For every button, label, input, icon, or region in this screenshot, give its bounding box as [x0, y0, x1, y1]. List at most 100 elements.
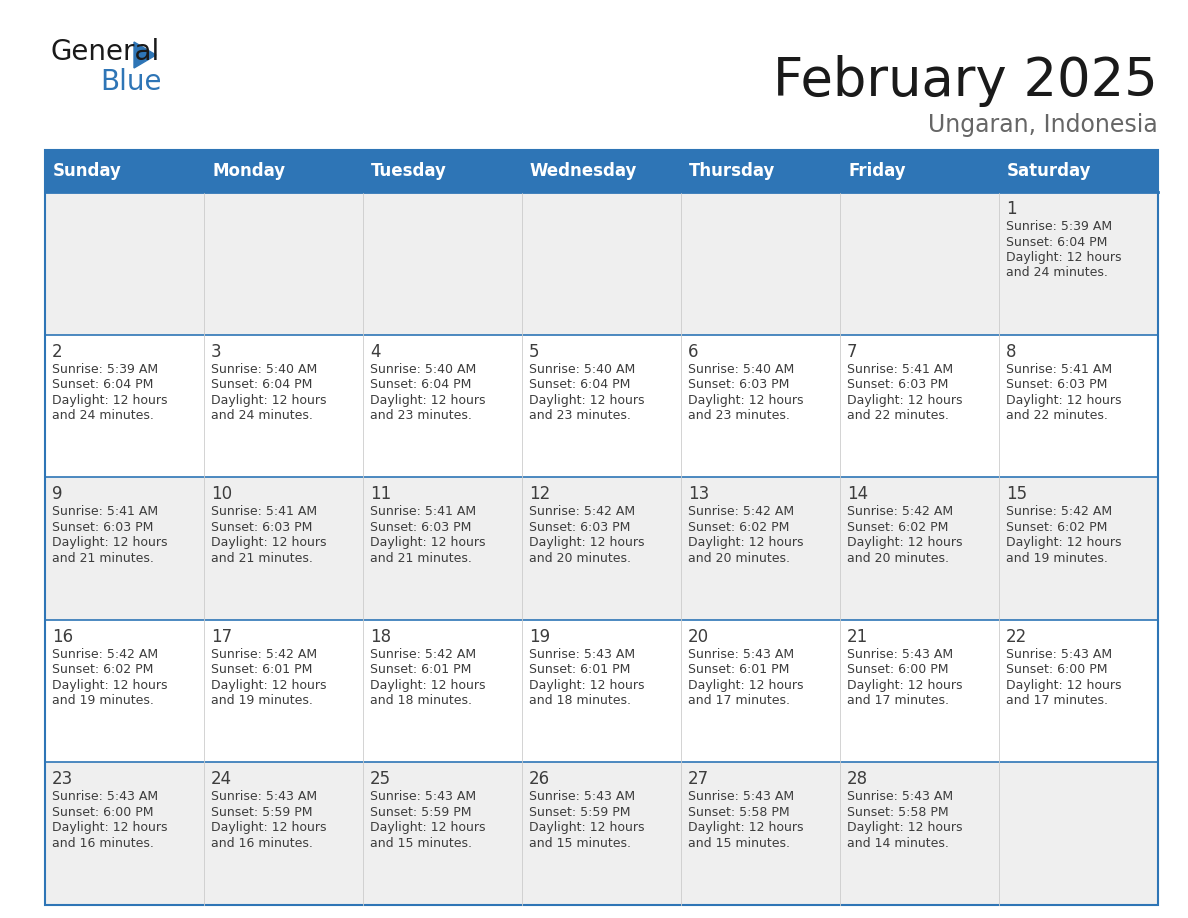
Text: Sunrise: 5:42 AM: Sunrise: 5:42 AM: [52, 648, 158, 661]
Text: 28: 28: [847, 770, 868, 789]
Bar: [999, 150, 1158, 192]
Text: Sunset: 6:02 PM: Sunset: 6:02 PM: [847, 521, 948, 533]
Text: Daylight: 12 hours: Daylight: 12 hours: [529, 822, 645, 834]
Text: Sunrise: 5:43 AM: Sunrise: 5:43 AM: [529, 648, 636, 661]
Bar: [840, 334, 999, 477]
Text: 27: 27: [688, 770, 709, 789]
Text: and 15 minutes.: and 15 minutes.: [529, 837, 631, 850]
Bar: [45, 192, 204, 334]
Bar: [45, 763, 204, 905]
Text: 1: 1: [1006, 200, 1017, 218]
Text: 6: 6: [688, 342, 699, 361]
Polygon shape: [134, 42, 156, 68]
Text: Sunday: Sunday: [53, 162, 122, 180]
Text: Daylight: 12 hours: Daylight: 12 hours: [688, 394, 803, 407]
Text: and 14 minutes.: and 14 minutes.: [847, 837, 949, 850]
Text: Daylight: 12 hours: Daylight: 12 hours: [52, 536, 168, 549]
Text: and 17 minutes.: and 17 minutes.: [688, 694, 790, 707]
Text: Sunset: 6:03 PM: Sunset: 6:03 PM: [52, 521, 153, 533]
Bar: [364, 763, 522, 905]
Text: Sunset: 6:01 PM: Sunset: 6:01 PM: [211, 664, 312, 677]
Text: and 22 minutes.: and 22 minutes.: [1006, 409, 1108, 422]
Text: Tuesday: Tuesday: [371, 162, 447, 180]
Bar: [840, 620, 999, 763]
Text: and 20 minutes.: and 20 minutes.: [688, 552, 790, 565]
Text: Sunset: 6:00 PM: Sunset: 6:00 PM: [52, 806, 153, 819]
Text: Daylight: 12 hours: Daylight: 12 hours: [688, 678, 803, 692]
Text: Daylight: 12 hours: Daylight: 12 hours: [529, 536, 645, 549]
Text: Sunrise: 5:43 AM: Sunrise: 5:43 AM: [688, 790, 794, 803]
Text: Monday: Monday: [211, 162, 285, 180]
Text: 24: 24: [211, 770, 232, 789]
Text: Sunrise: 5:43 AM: Sunrise: 5:43 AM: [52, 790, 158, 803]
Bar: [681, 477, 840, 620]
Text: Sunrise: 5:40 AM: Sunrise: 5:40 AM: [529, 363, 636, 375]
Text: Ungaran, Indonesia: Ungaran, Indonesia: [928, 113, 1158, 137]
Text: Sunrise: 5:43 AM: Sunrise: 5:43 AM: [1006, 648, 1112, 661]
Text: Daylight: 12 hours: Daylight: 12 hours: [211, 822, 327, 834]
Bar: [999, 763, 1158, 905]
Text: Daylight: 12 hours: Daylight: 12 hours: [211, 678, 327, 692]
Text: and 18 minutes.: and 18 minutes.: [529, 694, 631, 707]
Text: Sunrise: 5:43 AM: Sunrise: 5:43 AM: [688, 648, 794, 661]
Text: February 2025: February 2025: [773, 55, 1158, 107]
Text: 14: 14: [847, 486, 868, 503]
Text: Sunrise: 5:43 AM: Sunrise: 5:43 AM: [847, 648, 953, 661]
Text: Daylight: 12 hours: Daylight: 12 hours: [369, 678, 486, 692]
Text: Daylight: 12 hours: Daylight: 12 hours: [52, 822, 168, 834]
Text: Sunrise: 5:42 AM: Sunrise: 5:42 AM: [1006, 505, 1112, 518]
Text: and 19 minutes.: and 19 minutes.: [52, 694, 154, 707]
Text: Sunrise: 5:42 AM: Sunrise: 5:42 AM: [211, 648, 317, 661]
Text: and 24 minutes.: and 24 minutes.: [1006, 266, 1108, 279]
Text: Sunset: 6:04 PM: Sunset: 6:04 PM: [211, 378, 312, 391]
Bar: [681, 192, 840, 334]
Text: Daylight: 12 hours: Daylight: 12 hours: [847, 822, 962, 834]
Bar: [204, 334, 364, 477]
Text: General: General: [50, 38, 159, 66]
Text: and 18 minutes.: and 18 minutes.: [369, 694, 472, 707]
Text: Sunrise: 5:43 AM: Sunrise: 5:43 AM: [847, 790, 953, 803]
Bar: [840, 192, 999, 334]
Text: Daylight: 12 hours: Daylight: 12 hours: [847, 394, 962, 407]
Bar: [364, 192, 522, 334]
Text: Sunrise: 5:41 AM: Sunrise: 5:41 AM: [847, 363, 953, 375]
Text: and 21 minutes.: and 21 minutes.: [369, 552, 472, 565]
Text: and 16 minutes.: and 16 minutes.: [211, 837, 312, 850]
Text: Sunset: 5:58 PM: Sunset: 5:58 PM: [847, 806, 949, 819]
Text: and 23 minutes.: and 23 minutes.: [529, 409, 631, 422]
Bar: [522, 620, 681, 763]
Bar: [681, 763, 840, 905]
Text: Sunset: 6:03 PM: Sunset: 6:03 PM: [211, 521, 312, 533]
Text: Sunset: 5:59 PM: Sunset: 5:59 PM: [529, 806, 631, 819]
Text: Sunrise: 5:40 AM: Sunrise: 5:40 AM: [211, 363, 317, 375]
Bar: [45, 334, 204, 477]
Text: Sunset: 6:03 PM: Sunset: 6:03 PM: [369, 521, 472, 533]
Bar: [45, 150, 1158, 905]
Text: 23: 23: [52, 770, 74, 789]
Bar: [522, 763, 681, 905]
Text: and 23 minutes.: and 23 minutes.: [369, 409, 472, 422]
Bar: [45, 150, 204, 192]
Text: 11: 11: [369, 486, 391, 503]
Text: and 20 minutes.: and 20 minutes.: [847, 552, 949, 565]
Text: Sunset: 6:03 PM: Sunset: 6:03 PM: [1006, 378, 1107, 391]
Text: and 23 minutes.: and 23 minutes.: [688, 409, 790, 422]
Text: 9: 9: [52, 486, 63, 503]
Text: Sunset: 6:04 PM: Sunset: 6:04 PM: [369, 378, 472, 391]
Text: and 24 minutes.: and 24 minutes.: [52, 409, 154, 422]
Text: Sunrise: 5:41 AM: Sunrise: 5:41 AM: [369, 505, 476, 518]
Bar: [999, 477, 1158, 620]
Text: Sunrise: 5:43 AM: Sunrise: 5:43 AM: [211, 790, 317, 803]
Text: and 19 minutes.: and 19 minutes.: [211, 694, 312, 707]
Text: Sunset: 6:04 PM: Sunset: 6:04 PM: [529, 378, 631, 391]
Text: and 24 minutes.: and 24 minutes.: [211, 409, 312, 422]
Text: and 15 minutes.: and 15 minutes.: [688, 837, 790, 850]
Text: Sunset: 5:58 PM: Sunset: 5:58 PM: [688, 806, 790, 819]
Bar: [364, 150, 522, 192]
Text: Sunrise: 5:39 AM: Sunrise: 5:39 AM: [52, 363, 158, 375]
Text: Sunset: 6:00 PM: Sunset: 6:00 PM: [847, 664, 948, 677]
Text: Sunrise: 5:42 AM: Sunrise: 5:42 AM: [369, 648, 476, 661]
Text: Sunrise: 5:40 AM: Sunrise: 5:40 AM: [688, 363, 795, 375]
Text: 12: 12: [529, 486, 550, 503]
Text: Daylight: 12 hours: Daylight: 12 hours: [52, 394, 168, 407]
